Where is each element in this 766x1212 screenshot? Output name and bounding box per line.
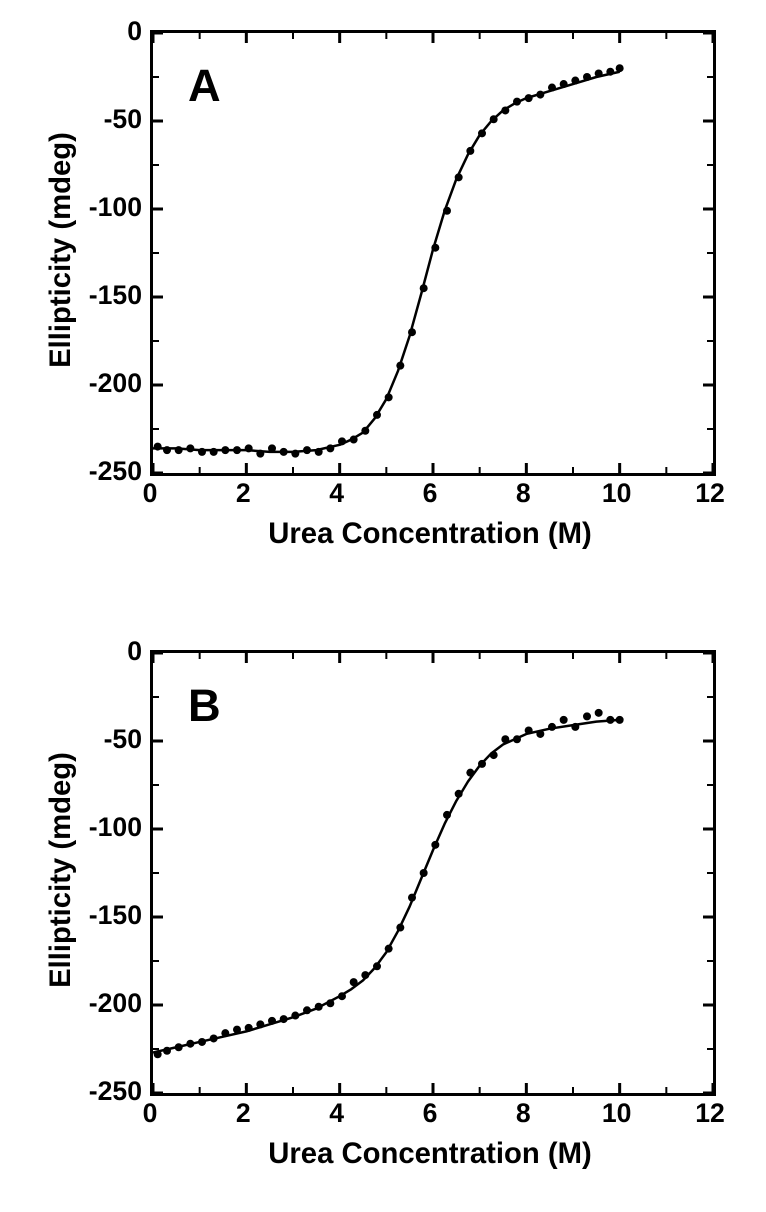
plot-box-b	[150, 650, 716, 1096]
xtick-label: 12	[695, 1098, 725, 1129]
ytick-label: -250	[89, 1076, 142, 1107]
figure: A Urea Concentration (M) Ellipticity (md…	[0, 0, 766, 1212]
data-point	[583, 712, 591, 720]
xtick-label: 4	[322, 1098, 352, 1129]
ytick-label: -150	[89, 900, 142, 931]
ytick-label: -100	[89, 192, 142, 223]
ytick-label: -100	[89, 812, 142, 843]
xtick-label: 8	[508, 478, 538, 509]
xlabel-a: Urea Concentration (M)	[150, 518, 710, 551]
ytick-label: 0	[127, 636, 142, 667]
ytick-label: -200	[89, 368, 142, 399]
ylabel-a: Ellipticity (mdeg)	[45, 30, 78, 470]
data-point	[616, 64, 624, 72]
xtick-label: 2	[228, 1098, 258, 1129]
xtick-label: 10	[602, 478, 632, 509]
data-point	[595, 709, 603, 717]
ytick-label: -250	[89, 456, 142, 487]
fit-line	[153, 720, 620, 1053]
xtick-label: 6	[415, 1098, 445, 1129]
plot-box-a	[150, 30, 716, 476]
xtick-label: 2	[228, 478, 258, 509]
ytick-label: -50	[104, 104, 142, 135]
panel-letter-a: A	[188, 60, 221, 112]
ytick-label: 0	[127, 16, 142, 47]
plot-svg-a	[153, 33, 713, 473]
xtick-label: 8	[508, 1098, 538, 1129]
panel-letter-b: B	[188, 680, 221, 732]
xtick-label: 10	[602, 1098, 632, 1129]
xlabel-b: Urea Concentration (M)	[150, 1138, 710, 1171]
plot-svg-b	[153, 653, 713, 1093]
data-point	[560, 716, 568, 724]
ytick-label: -200	[89, 988, 142, 1019]
xtick-label: 12	[695, 478, 725, 509]
xtick-label: 6	[415, 478, 445, 509]
xtick-label: 4	[322, 478, 352, 509]
ylabel-b: Ellipticity (mdeg)	[45, 650, 78, 1090]
ytick-label: -50	[104, 724, 142, 755]
ytick-label: -150	[89, 280, 142, 311]
